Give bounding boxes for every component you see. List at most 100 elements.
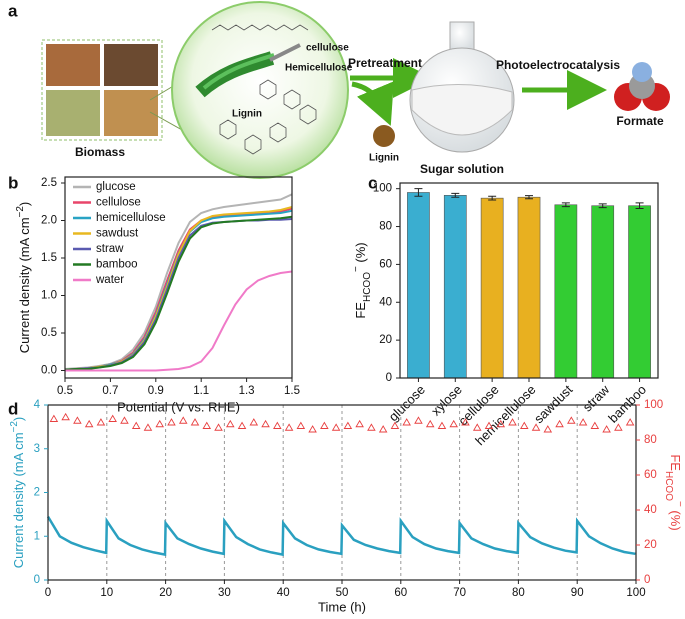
- label-part: HCOO: [663, 471, 674, 501]
- x-tick-label: 30: [218, 587, 231, 599]
- marker: [402, 418, 411, 426]
- formate-label: Formate: [616, 114, 664, 128]
- error-bar: [451, 192, 460, 198]
- marker: [378, 425, 388, 433]
- y-tick-label: 0: [34, 574, 40, 586]
- marker: [578, 418, 588, 426]
- legend-label: sawdust: [96, 228, 139, 240]
- y-axis-label: Current density (mA cm−2): [15, 202, 32, 354]
- bar: [628, 205, 651, 379]
- marker: [625, 418, 635, 426]
- error-bar: [561, 202, 570, 208]
- formate-molecule: [614, 62, 670, 111]
- bar: [480, 197, 504, 379]
- x-tick-label: 0.5: [57, 385, 73, 397]
- biomass-label: Biomass: [75, 145, 125, 159]
- label-part: −2: [9, 421, 20, 433]
- photo: [104, 44, 158, 86]
- marker: [214, 423, 223, 431]
- photo: [104, 90, 158, 136]
- y2-axis-label: FEHCOO− (%): [663, 454, 685, 530]
- legend-label: hemicellulose: [96, 212, 166, 224]
- plot-frame: [399, 182, 659, 379]
- label-part: −: [351, 266, 362, 272]
- marker: [96, 418, 106, 426]
- x-tick-label: 60: [394, 587, 407, 599]
- marker: [167, 418, 176, 426]
- x-tick-label: 0.7: [102, 385, 118, 397]
- bar: [407, 192, 430, 379]
- marker: [261, 419, 270, 428]
- photo-label: Photoelectrocatalysis: [496, 58, 620, 72]
- x-tick-label: bamboo: [605, 382, 649, 426]
- marker: [61, 412, 70, 421]
- legend-label: cellulose: [96, 197, 141, 209]
- marker: [202, 421, 212, 429]
- line: [46, 515, 636, 557]
- marker: [308, 425, 317, 433]
- panel-label: a: [8, 1, 18, 20]
- y-tick-label: 4: [34, 399, 41, 411]
- y-tick-label: 60: [644, 469, 657, 481]
- panel-label: d: [8, 399, 18, 418]
- y-tick-label: 80: [379, 221, 392, 233]
- y-tick-label: 40: [379, 296, 392, 308]
- marker: [602, 425, 611, 433]
- flask: [409, 21, 515, 153]
- y-tick-label: 20: [379, 334, 392, 346]
- y-tick-label: 2.0: [41, 215, 57, 227]
- x-tick-label: straw: [580, 382, 613, 415]
- marker: [225, 419, 235, 428]
- marker: [284, 423, 294, 431]
- marker: [531, 423, 541, 431]
- y-tick-label: 100: [373, 183, 392, 195]
- x-tick-label: 20: [159, 587, 172, 599]
- x-tick-label: 1.1: [193, 385, 209, 397]
- lignin-ball: [373, 125, 395, 147]
- legend-label: glucose: [96, 181, 136, 193]
- label-part: (%): [668, 507, 683, 531]
- label-part: ): [17, 202, 32, 206]
- label-part: ): [11, 417, 26, 421]
- marker: [355, 419, 364, 428]
- x-axis-label: Time (h): [318, 599, 366, 614]
- y-tick-label: 2: [34, 487, 40, 499]
- bar: [554, 204, 578, 379]
- marker: [425, 419, 435, 428]
- marker: [390, 421, 400, 429]
- error-bar: [598, 203, 607, 209]
- marker: [343, 421, 353, 429]
- label-part: Current density (mA cm: [11, 432, 26, 568]
- marker: [131, 421, 141, 429]
- hemicellulose-label: Hemicellulose: [285, 63, 353, 74]
- marker: [296, 421, 306, 429]
- marker: [108, 414, 117, 422]
- line: [65, 270, 293, 372]
- marker: [320, 421, 329, 429]
- marker: [120, 416, 129, 424]
- legend-label: straw: [96, 243, 124, 255]
- marker: [543, 425, 553, 433]
- marker: [484, 421, 494, 429]
- y-tick-label: 3: [34, 443, 40, 455]
- marker: [496, 419, 506, 428]
- lignin-label: Lignin: [232, 109, 262, 120]
- x-tick-label: 0.9: [148, 385, 164, 397]
- x-axis-label: Potential (V vs. RHE): [117, 399, 240, 414]
- marker: [73, 416, 82, 424]
- marker: [155, 419, 165, 428]
- x-tick-label: 0: [45, 587, 51, 599]
- label-part: HCOO: [362, 272, 373, 302]
- error-bar: [488, 195, 497, 201]
- marker: [249, 418, 259, 426]
- label-part: Current density (mA cm: [17, 217, 32, 353]
- marker: [449, 419, 459, 428]
- marker: [519, 421, 529, 429]
- x-tick-label: 10: [100, 587, 113, 599]
- y-tick-label: 20: [644, 539, 657, 551]
- y-tick-label: 80: [644, 434, 657, 446]
- error-bar: [635, 202, 644, 210]
- fiber-bundle: [195, 43, 301, 98]
- x-tick-label: glucose: [386, 382, 428, 424]
